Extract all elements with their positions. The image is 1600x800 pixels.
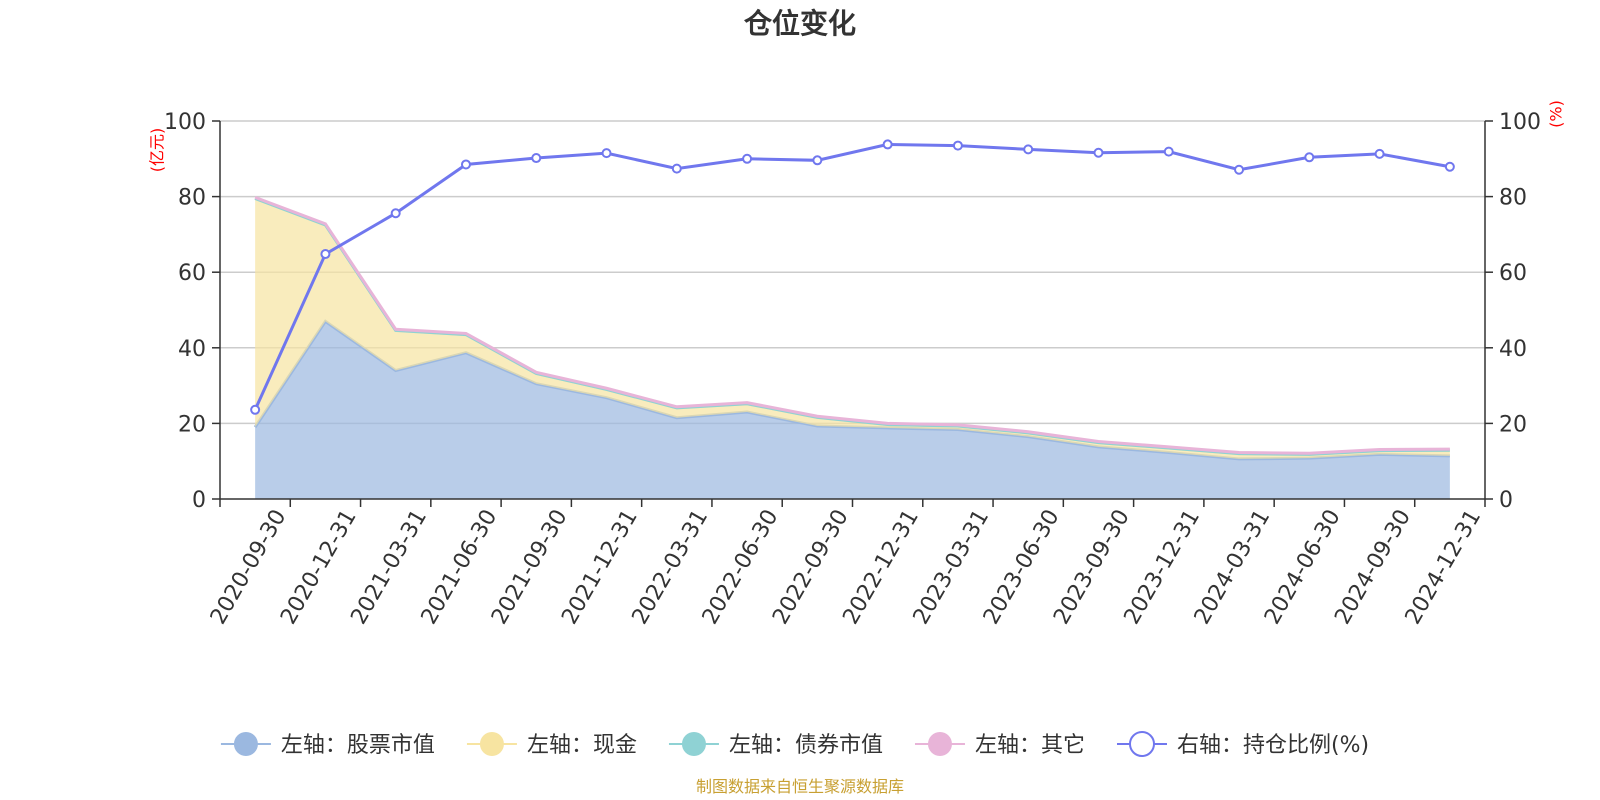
- ratio-point: [250, 404, 261, 415]
- ratio-point: [952, 140, 963, 151]
- legend-label: 左轴：股票市值: [281, 733, 435, 758]
- right-tick-label: 0: [1499, 488, 1513, 513]
- legend-marker: [681, 732, 706, 756]
- area-fill: [255, 321, 1450, 499]
- source-note: 制图数据来自恒生聚源数据库: [696, 777, 904, 796]
- ratio-point: [320, 249, 331, 260]
- ratio-point: [1444, 161, 1455, 172]
- area-series: [253, 195, 1450, 499]
- ratio-line-path: [253, 142, 1451, 411]
- ratio-point: [531, 153, 542, 164]
- ratio-point: [742, 153, 753, 164]
- chart-title: 仓位变化: [744, 7, 856, 40]
- x-tick-label: 2024-12-31: [1401, 506, 1487, 629]
- right-tick-label: 40: [1499, 337, 1527, 362]
- right-tick-label: 20: [1499, 412, 1527, 437]
- right-tick-label: 80: [1499, 186, 1527, 211]
- left-tick-label: 20: [178, 412, 206, 437]
- ratio-point: [390, 208, 401, 219]
- right-tick-label: 60: [1499, 261, 1527, 286]
- legend-label: 右轴：持仓比例(%): [1177, 733, 1369, 758]
- left-tick-label: 60: [178, 261, 206, 286]
- legend-marker: [479, 732, 504, 756]
- ratio-point: [1304, 152, 1315, 163]
- ratio-point: [1374, 148, 1385, 159]
- ratio-point: [1023, 144, 1034, 155]
- legend: 左轴：股票市值 左轴：现金 左轴：债券市值 左轴：其它 右轴：持仓比例(%): [220, 731, 1369, 758]
- right-tick-label: 100: [1499, 110, 1541, 135]
- legend-marker: [233, 732, 258, 756]
- ratio-point: [671, 163, 682, 174]
- legend-marker: [1128, 731, 1155, 757]
- ratio-point: [1093, 147, 1104, 158]
- holding-ratio-line: [250, 139, 1455, 415]
- legend-label: 左轴：其它: [975, 733, 1085, 758]
- ratio-point: [882, 139, 893, 150]
- ratio-point: [460, 159, 471, 170]
- right-axis-unit: (%): [1547, 100, 1566, 128]
- left-tick-label: 100: [164, 110, 206, 135]
- left-tick-label: 0: [192, 488, 206, 513]
- ratio-point: [601, 148, 612, 159]
- legend-marker: [927, 732, 952, 756]
- ratio-point: [1234, 164, 1245, 175]
- left-tick-label: 80: [178, 186, 206, 211]
- ratio-point: [1163, 146, 1174, 157]
- legend-label: 左轴：债券市值: [729, 733, 883, 758]
- left-axis-unit: (亿元): [148, 128, 167, 173]
- area-edge-line: [254, 195, 1450, 455]
- legend-label: 左轴：现金: [527, 733, 637, 758]
- ratio-point: [812, 155, 823, 166]
- left-tick-label: 40: [178, 337, 206, 362]
